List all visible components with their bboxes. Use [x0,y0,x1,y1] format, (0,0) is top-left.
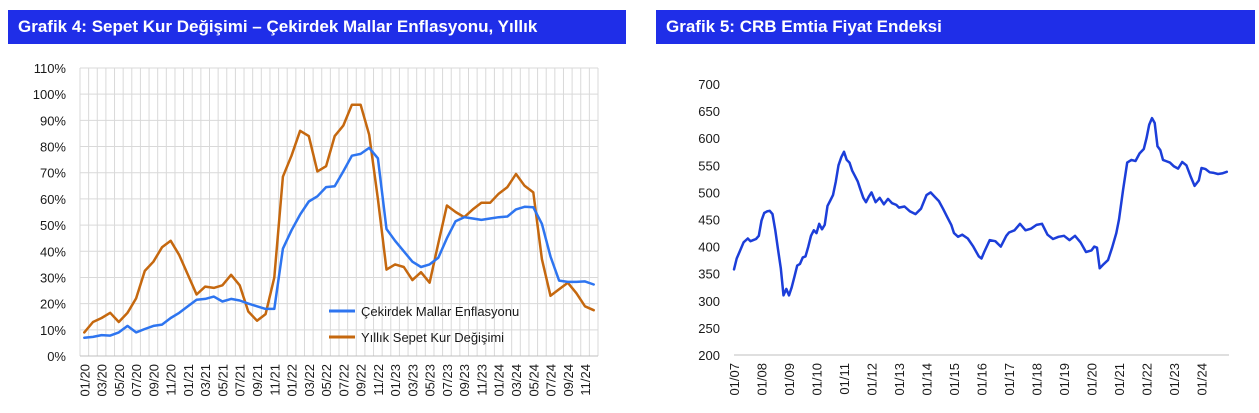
y-tick-label: 400 [698,240,720,255]
y-tick-label: 300 [698,294,720,309]
chart-title-right: Grafik 5: CRB Emtia Fiyat Endeksi [656,10,1255,44]
y-tick-label: 10% [40,323,66,338]
y-tick-label: 250 [698,321,720,336]
x-tick-label: 03/22 [302,364,317,397]
x-tick-label: 01/10 [810,363,825,396]
x-tick-label: 01/23 [388,364,403,397]
y-tick-label: 40% [40,244,66,259]
x-tick-label: 09/24 [561,364,576,397]
x-tick-label: 01/12 [865,363,880,396]
series-line-core [83,146,595,339]
y-tick-label: 600 [698,131,720,146]
x-tick-label: 05/21 [215,364,230,397]
x-tick-label: 05/24 [526,364,541,397]
y-tick-label: 350 [698,267,720,282]
x-tick-label: 09/20 [146,364,161,397]
line-chart-basket-core: 0% 10% 20% 30% 40% 50% 60% 70% 80% 90% 100% 110% 01/… [33,61,599,397]
chart-panel-crb: Grafik 5: CRB Emtia Fiyat Endeksi 200 250… [656,0,1259,413]
y-tick-label: 20% [40,297,66,312]
x-tick-label: 01/20 [77,364,92,397]
x-tick-label: 01/18 [1030,363,1045,396]
x-tick-label: 09/21 [250,364,265,397]
x-tick-label: 01/23 [1167,363,1182,396]
y-tick-label: 700 [698,77,720,92]
line-chart-crb: 200 250 300 350 400 450 500 550 600 650 700 01/07 01… [698,77,1229,396]
y-tick-label: 90% [40,113,66,128]
legend-label-core: Çekirdek Mallar Enflasyonu [361,304,519,319]
x-tick-label: 01/07 [727,363,742,396]
x-tick-label: 01/15 [947,363,962,396]
x-tick-label: 11/22 [371,364,386,396]
x-tick-label: 01/24 [492,364,507,397]
x-tick-label: 07/23 [440,364,455,397]
x-tick-label: 01/22 [285,364,300,397]
x-tick-label: 01/14 [920,363,935,396]
y-tick-label: 80% [40,140,66,155]
x-tick-label: 11/20 [164,364,179,396]
y-tick-label: 0% [47,349,66,364]
x-tick-label: 03/21 [198,364,213,397]
x-tick-label: 07/21 [233,364,248,397]
x-tick-label: 01/22 [1140,363,1155,396]
x-tick-label: 01/09 [782,363,797,396]
x-tick-label: 01/08 [755,363,770,396]
x-tick-label: 01/19 [1057,363,1072,396]
x-tick-label: 01/21 [1112,363,1127,396]
y-tick-label: 550 [698,158,720,173]
series-line-crb [732,116,1229,297]
x-tick-label: 11/21 [267,364,282,396]
chart-panel-basket-core: Grafik 4: Sepet Kur Değişimi – Çekirdek … [0,0,626,413]
y-tick-label: 110% [34,61,67,76]
x-tick-label: 03/20 [95,364,110,397]
x-tick-label: 03/24 [509,364,524,397]
x-tick-label: 01/24 [1195,363,1210,396]
x-tick-label: 05/20 [112,364,127,397]
legend-label-basket: Yıllık Sepet Kur Değişimi [361,330,504,345]
x-tick-label: 01/16 [975,363,990,396]
x-tick-label: 01/20 [1085,363,1100,396]
x-tick-label: 05/23 [423,364,438,397]
x-tick-label: 01/11 [837,363,852,395]
x-tick-label: 07/20 [129,364,144,397]
y-tick-label: 30% [40,270,66,285]
y-tick-label: 60% [40,192,66,207]
x-tick-label: 05/22 [319,364,334,397]
x-tick-label: 11/23 [474,364,489,396]
x-tick-label: 07/22 [336,364,351,397]
chart-title-left: Grafik 4: Sepet Kur Değişimi – Çekirdek … [8,10,626,44]
y-tick-label: 500 [698,185,720,200]
y-tick-label: 650 [698,104,720,119]
y-tick-label: 450 [698,213,720,228]
x-tick-label: 01/17 [1002,363,1017,396]
x-tick-label: 09/22 [354,364,369,397]
x-tick-label: 01/13 [892,363,907,396]
x-tick-label: 09/23 [457,364,472,397]
y-tick-label: 100% [33,87,67,102]
y-tick-label: 70% [40,166,66,181]
x-tick-label: 11/24 [578,364,593,396]
y-tick-label: 50% [40,218,66,233]
series-line-basket [83,103,595,334]
x-tick-label: 07/24 [544,364,559,397]
x-tick-label: 03/23 [405,364,420,397]
y-tick-label: 200 [698,348,720,363]
x-tick-label: 01/21 [181,364,196,397]
